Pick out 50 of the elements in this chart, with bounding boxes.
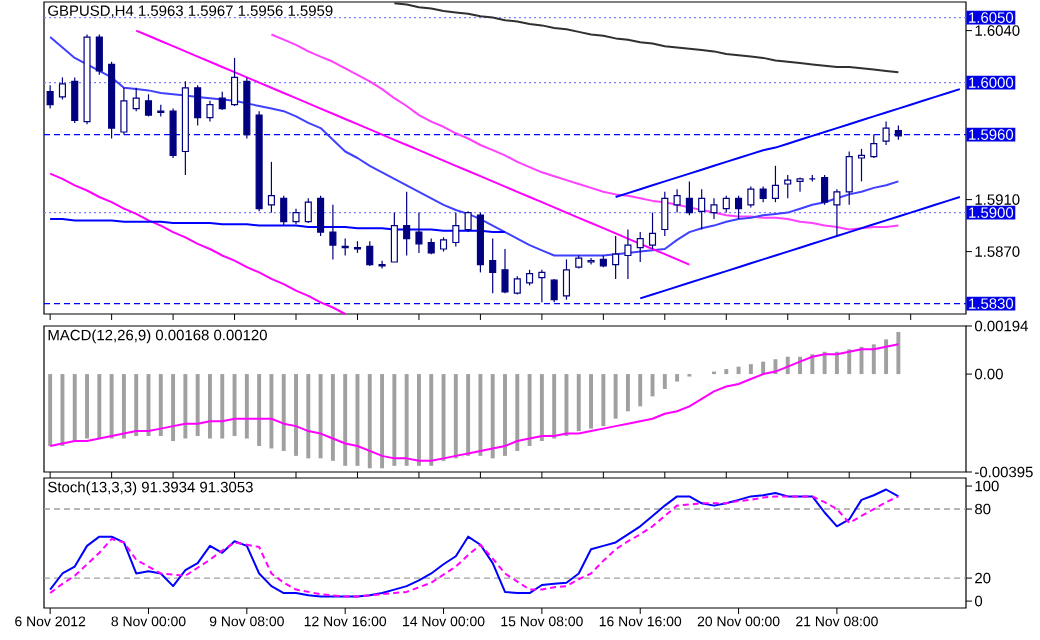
candlestick bbox=[821, 174, 829, 206]
candlestick bbox=[710, 197, 718, 220]
candlestick bbox=[538, 269, 546, 303]
candlestick bbox=[95, 33, 103, 76]
candlestick bbox=[501, 248, 509, 294]
candlestick bbox=[218, 91, 226, 111]
candlestick bbox=[452, 211, 460, 247]
candlestick bbox=[46, 84, 54, 110]
candlestick bbox=[612, 235, 620, 280]
candlestick bbox=[845, 150, 853, 206]
candlestick bbox=[587, 257, 595, 266]
candlestick bbox=[796, 176, 804, 193]
candlestick bbox=[71, 76, 79, 124]
candlestick bbox=[366, 240, 374, 267]
candlestick bbox=[489, 237, 497, 294]
candlestick bbox=[784, 174, 792, 199]
candlestick bbox=[415, 211, 423, 254]
line-series bbox=[49, 172, 347, 315]
candlestick bbox=[169, 107, 177, 159]
candlestick bbox=[685, 180, 693, 216]
candlestick bbox=[206, 100, 214, 123]
candlestick bbox=[771, 165, 779, 203]
candlestick bbox=[624, 228, 632, 280]
candlestick bbox=[636, 231, 644, 263]
candlestick bbox=[833, 188, 841, 237]
candlestick bbox=[132, 87, 140, 112]
candlestick bbox=[329, 204, 337, 260]
candlestick bbox=[58, 76, 66, 101]
candlestick bbox=[673, 188, 681, 214]
candlestick bbox=[120, 87, 128, 136]
candlestick bbox=[464, 210, 472, 233]
candlestick bbox=[562, 258, 571, 301]
line-series bbox=[135, 29, 691, 266]
candlestick bbox=[267, 161, 275, 214]
candlestick bbox=[747, 185, 755, 208]
candlestick bbox=[317, 195, 325, 237]
candlestick bbox=[403, 191, 411, 257]
candlestick bbox=[194, 84, 202, 127]
candlestick bbox=[550, 278, 558, 303]
candlestick bbox=[882, 120, 890, 146]
candlestick bbox=[698, 188, 706, 231]
candlestick bbox=[390, 211, 398, 263]
candlestick bbox=[857, 148, 866, 182]
candlestick bbox=[870, 133, 878, 159]
candlestick bbox=[230, 57, 239, 107]
candlestick bbox=[304, 197, 312, 224]
candlestick bbox=[648, 211, 657, 250]
candlestick bbox=[735, 195, 743, 220]
candlestick bbox=[661, 191, 669, 237]
candlestick bbox=[280, 195, 288, 227]
